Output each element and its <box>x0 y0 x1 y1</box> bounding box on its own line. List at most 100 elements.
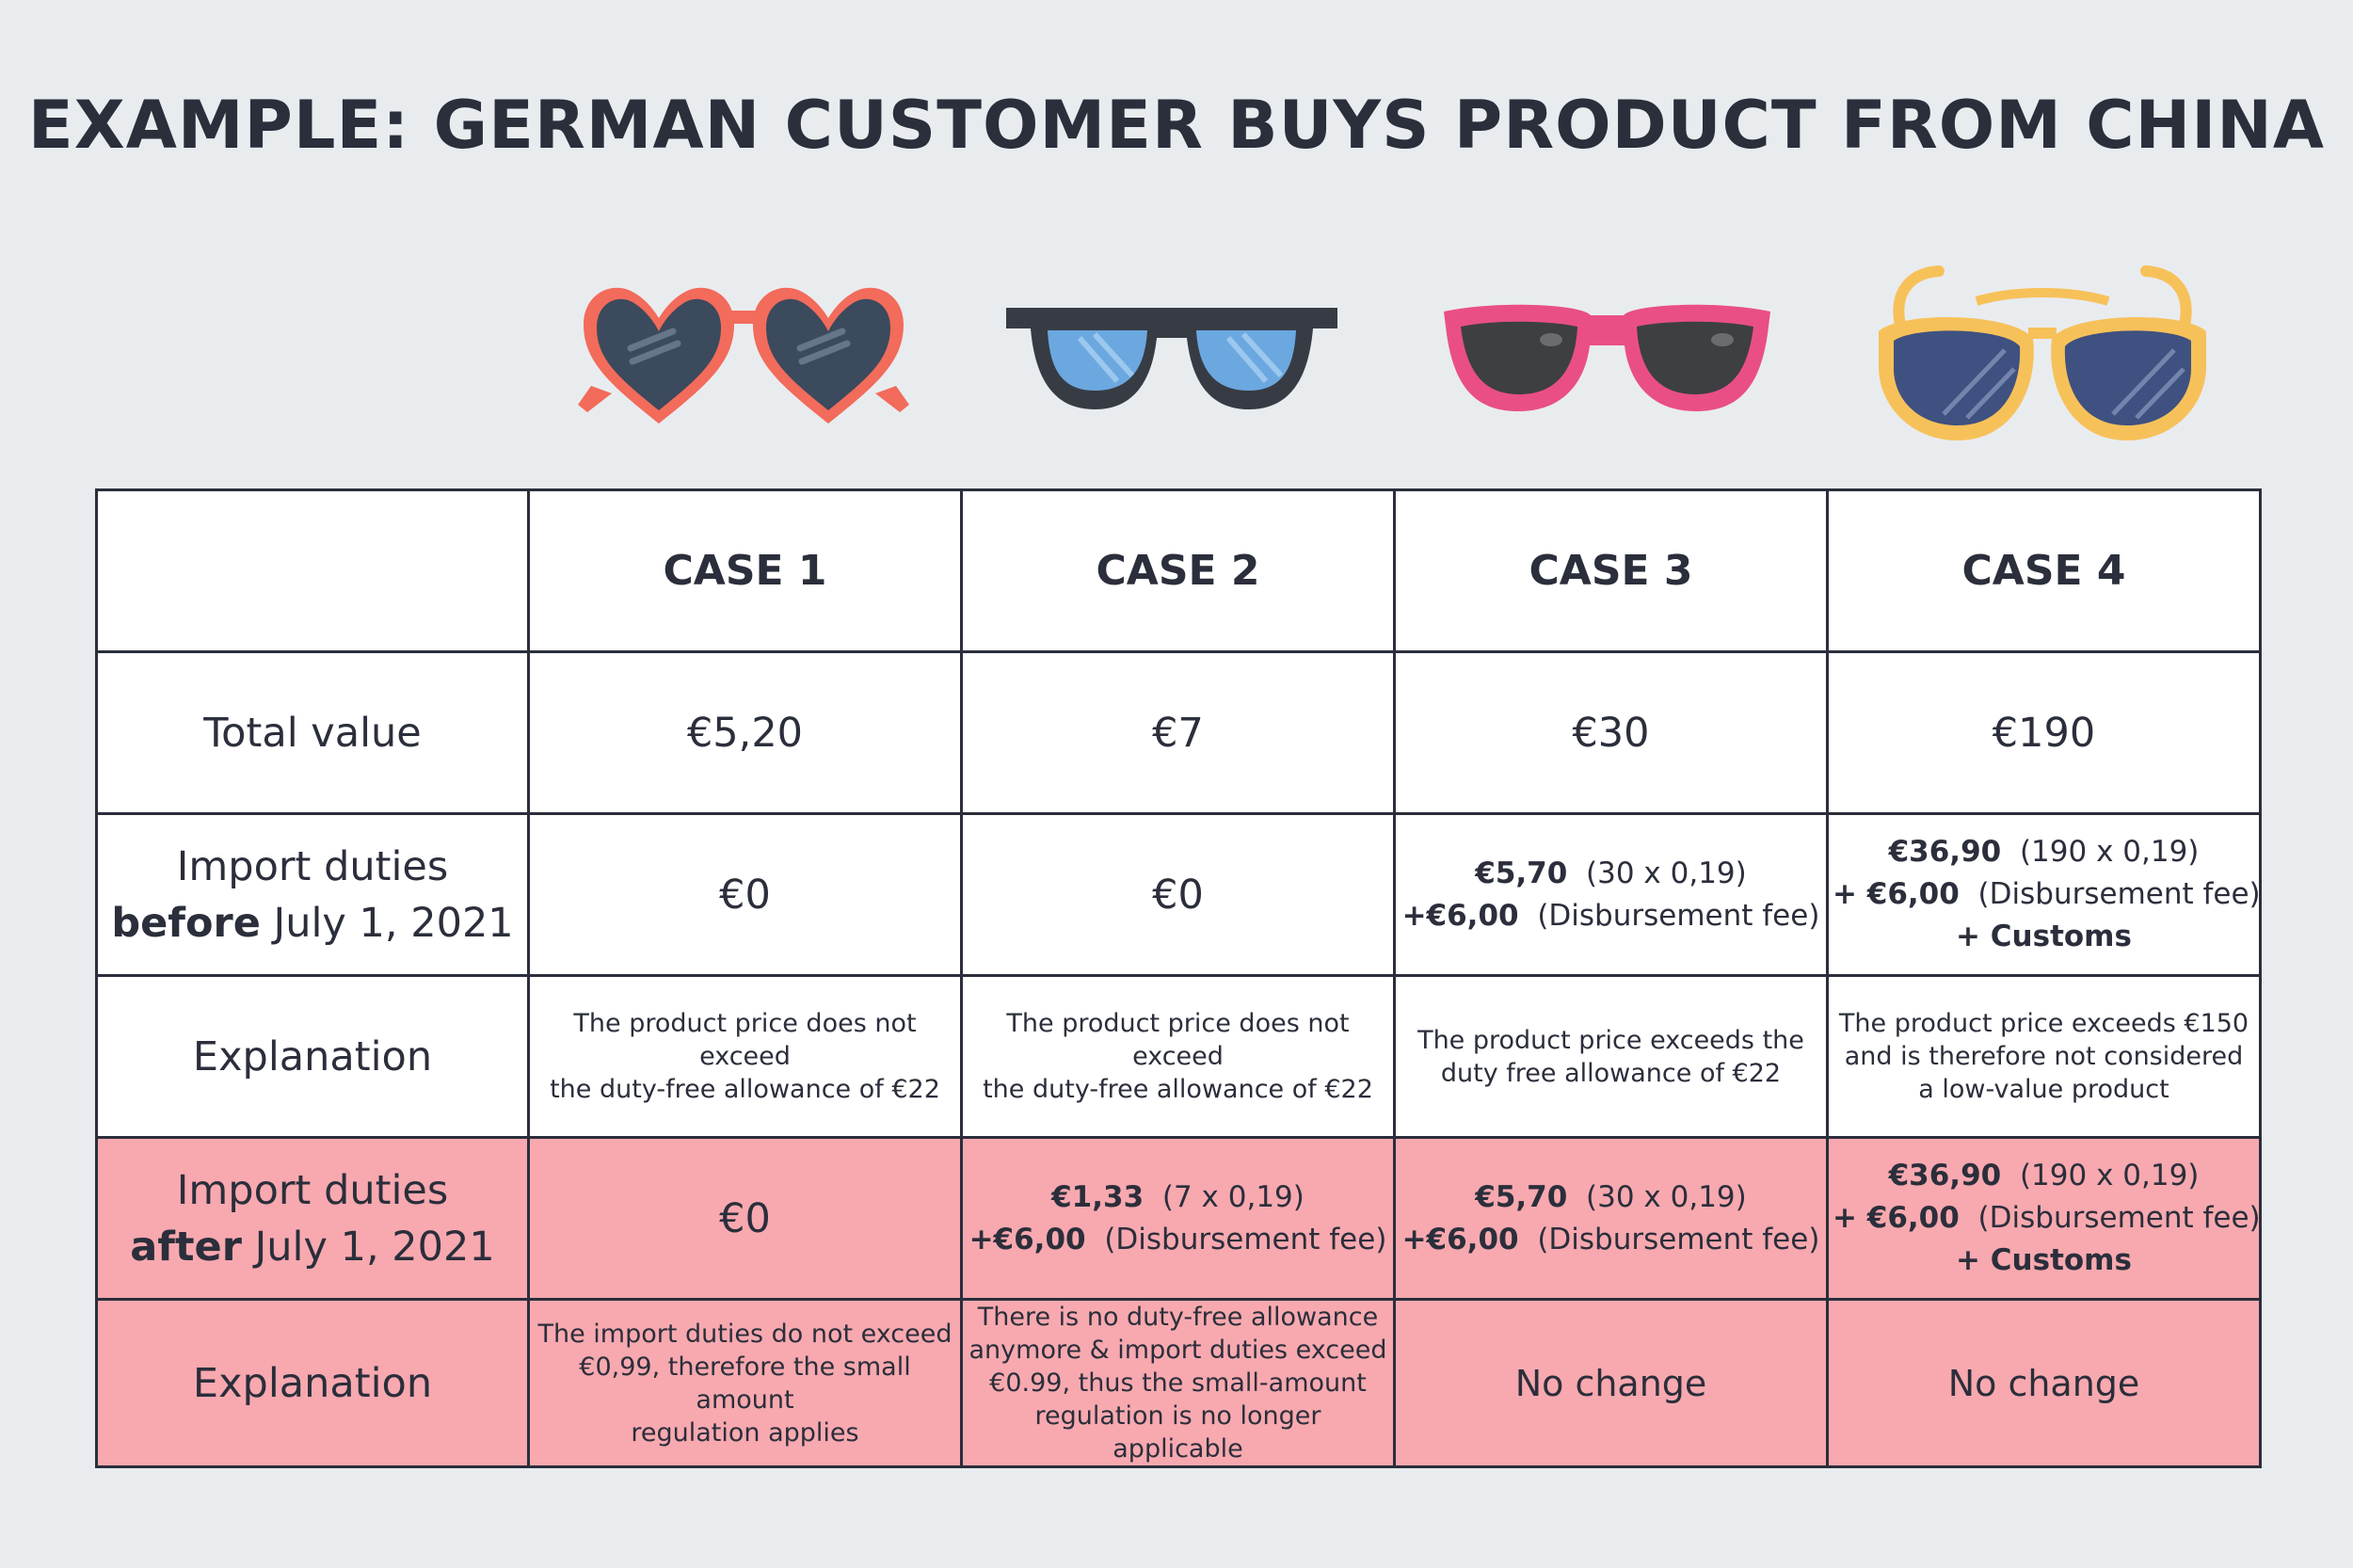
explanation-line: The import duties do not exceed <box>537 1319 952 1349</box>
explanation-line: The product price exceeds €150 <box>1838 1009 2249 1038</box>
duties-after-label-line1: Import duties <box>176 1166 449 1214</box>
duties-after-case-3: €5,70 (30 x 0,19) +€6,00 (Disbursement f… <box>1393 1136 1829 1301</box>
total-value-case-1: €5,20 <box>527 650 963 815</box>
fee-label: (Disbursement fee) <box>1104 1222 1387 1256</box>
customs-line: + Customs <box>1833 916 2255 958</box>
header-empty-cell <box>95 488 530 653</box>
explanation-before-case-2: The product price does not exceed the du… <box>960 974 1396 1139</box>
header-case-1: CASE 1 <box>527 488 963 653</box>
duty-line: €1,33 (7 x 0,19) <box>967 1176 1389 1219</box>
explanation-after-case-4: No change <box>1826 1298 2262 1468</box>
explanation-line: regulation is no longer applicable <box>1034 1401 1321 1464</box>
cat-eye-sunglasses-icon <box>1444 304 1770 411</box>
explanation-line: The product price does not exceed <box>573 1009 917 1071</box>
explanation-line: The product price exceeds the <box>1417 1025 1804 1055</box>
explanation-before-case-4: The product price exceeds €150 and is th… <box>1826 974 2262 1139</box>
explanation-line: The product price does not exceed <box>1006 1009 1350 1071</box>
explanation-line: the duty-free allowance of €22 <box>550 1075 940 1104</box>
aviator-sunglasses-icon <box>1879 265 2206 440</box>
header-row: CASE 1 CASE 2 CASE 3 CASE 4 <box>95 488 2262 653</box>
duties-after-case-1: €0 <box>527 1136 963 1301</box>
explanation-after-case-3: No change <box>1393 1298 1829 1468</box>
duties-before-row: Import duties before July 1, 2021 €0 €0 … <box>95 812 2262 977</box>
heart-sunglasses-icon <box>578 287 909 424</box>
fee-amount: +€6,00 <box>968 1222 1086 1256</box>
comparison-table: CASE 1 CASE 2 CASE 3 CASE 4 Total value … <box>95 488 2262 1468</box>
total-value-case-4: €190 <box>1826 650 2262 815</box>
wayfarer-sunglasses-icon <box>1006 308 1337 409</box>
duties-after-label-bold: after <box>130 1223 242 1271</box>
duties-after-label-line2: after July 1, 2021 <box>102 1219 523 1275</box>
duty-line: €36,90 (190 x 0,19) <box>1833 831 2255 873</box>
fee-amount: + €6,00 <box>1833 877 1960 911</box>
fee-amount: +€6,00 <box>1401 898 1519 933</box>
fee-line: +€6,00 (Disbursement fee) <box>967 1219 1389 1261</box>
duties-before-case-1: €0 <box>527 812 963 977</box>
total-value-case-2: €7 <box>960 650 1396 815</box>
fee-label: (Disbursement fee) <box>1977 877 2261 911</box>
duties-before-case-3: €5,70 (30 x 0,19) +€6,00 (Disbursement f… <box>1393 812 1829 977</box>
explanation-after-case-2: There is no duty-free allowance anymore … <box>960 1298 1396 1468</box>
explanation-line: €0.99, thus the small-amount <box>989 1368 1367 1398</box>
duty-line: €5,70 (30 x 0,19) <box>1400 853 1822 895</box>
explanation-after-case-1: The import duties do not exceed €0,99, t… <box>527 1298 963 1468</box>
fee-amount: + €6,00 <box>1833 1201 1960 1235</box>
duties-after-row: Import duties after July 1, 2021 €0 €1,3… <box>95 1136 2262 1301</box>
duty-amount: €1,33 <box>1051 1179 1144 1214</box>
fee-line: +€6,00 (Disbursement fee) <box>1400 1219 1822 1261</box>
duties-before-label-bold: before <box>111 899 261 947</box>
duties-after-label-rest: July 1, 2021 <box>241 1223 495 1271</box>
page-title: EXAMPLE: GERMAN CUSTOMER BUYS PRODUCT FR… <box>27 87 2326 164</box>
explanation-after-label: Explanation <box>95 1298 530 1468</box>
header-case-4: CASE 4 <box>1826 488 2262 653</box>
explanation-line: and is therefore not considered <box>1844 1042 2244 1071</box>
explanation-line: the duty-free allowance of €22 <box>983 1075 1373 1104</box>
customs-label: + Customs <box>1956 920 2132 953</box>
duties-before-case-2: €0 <box>960 812 1396 977</box>
explanation-after-row: Explanation The import duties do not exc… <box>95 1298 2262 1468</box>
duty-amount: €36,90 <box>1888 835 2002 869</box>
duties-after-case-2: €1,33 (7 x 0,19) +€6,00 (Disbursement fe… <box>960 1136 1396 1301</box>
duty-line: €36,90 (190 x 0,19) <box>1833 1155 2255 1197</box>
duties-before-label: Import duties before July 1, 2021 <box>95 812 530 977</box>
duty-calc: (7 x 0,19) <box>1161 1179 1305 1214</box>
duties-before-label-line1: Import duties <box>176 842 449 890</box>
duty-calc: (30 x 0,19) <box>1586 1179 1747 1214</box>
duty-amount: €36,90 <box>1888 1159 2002 1192</box>
explanation-line: a low-value product <box>1918 1075 2169 1104</box>
explanation-before-case-1: The product price does not exceed the du… <box>527 974 963 1139</box>
fee-line: + €6,00 (Disbursement fee) <box>1833 873 2261 916</box>
duties-before-label-line2: before July 1, 2021 <box>102 895 523 952</box>
fee-amount: +€6,00 <box>1401 1222 1519 1256</box>
fee-label: (Disbursement fee) <box>1977 1201 2261 1235</box>
fee-line: + €6,00 (Disbursement fee) <box>1833 1197 2261 1240</box>
fee-line: +€6,00 (Disbursement fee) <box>1400 895 1822 937</box>
explanation-line: €0,99, therefore the small amount <box>579 1352 911 1415</box>
customs-label: + Customs <box>1956 1243 2132 1277</box>
duty-calc: (30 x 0,19) <box>1586 856 1747 890</box>
explanation-before-row: Explanation The product price does not e… <box>95 974 2262 1139</box>
duty-line: €5,70 (30 x 0,19) <box>1400 1176 1822 1219</box>
duty-amount: €5,70 <box>1475 856 1568 890</box>
explanation-before-label: Explanation <box>95 974 530 1139</box>
explanation-line: regulation applies <box>631 1417 859 1448</box>
duties-after-label: Import duties after July 1, 2021 <box>95 1136 530 1301</box>
explanation-before-case-3: The product price exceeds the duty free … <box>1393 974 1829 1139</box>
header-case-3: CASE 3 <box>1393 488 1829 653</box>
duty-calc: (190 x 0,19) <box>2019 1159 2200 1192</box>
fee-label: (Disbursement fee) <box>1537 1222 1820 1256</box>
total-value-case-3: €30 <box>1393 650 1829 815</box>
duties-after-case-4: €36,90 (190 x 0,19) + €6,00 (Disbursemen… <box>1826 1136 2262 1301</box>
duty-calc: (190 x 0,19) <box>2019 835 2200 869</box>
fee-label: (Disbursement fee) <box>1537 898 1820 933</box>
duties-before-label-rest: July 1, 2021 <box>260 899 514 947</box>
explanation-line: duty free allowance of €22 <box>1440 1058 1782 1088</box>
explanation-line: anymore & import duties exceed <box>968 1336 1387 1365</box>
header-case-2: CASE 2 <box>960 488 1396 653</box>
explanation-line: There is no duty-free allowance <box>977 1303 1379 1332</box>
total-value-row: Total value €5,20 €7 €30 €190 <box>95 650 2262 815</box>
duty-amount: €5,70 <box>1475 1179 1568 1214</box>
total-value-label: Total value <box>95 650 530 815</box>
duties-before-case-4: €36,90 (190 x 0,19) + €6,00 (Disbursemen… <box>1826 812 2262 977</box>
customs-line: + Customs <box>1833 1240 2255 1282</box>
